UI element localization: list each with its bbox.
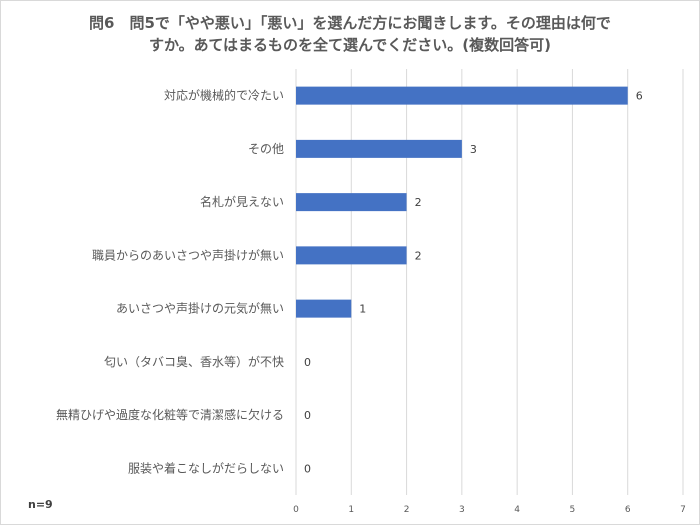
chart-title-line-1: 問6 問5で「やや悪い」「悪い」を選んだ方にお聞きします。その理由は何で xyxy=(89,14,611,32)
data-label: 1 xyxy=(359,303,366,316)
data-label: 2 xyxy=(415,196,422,209)
x-tick-label: 4 xyxy=(514,505,520,515)
data-label: 3 xyxy=(470,143,477,156)
data-label: 2 xyxy=(415,249,422,262)
category-label: 対応が機械的で冷たい xyxy=(164,88,284,103)
sample-size-note: n=9 xyxy=(28,498,53,511)
x-tick-label: 0 xyxy=(293,505,299,515)
x-tick-label: 6 xyxy=(625,505,631,515)
x-tick-label: 1 xyxy=(348,505,354,515)
data-label: 0 xyxy=(304,462,311,475)
x-tick-label: 7 xyxy=(680,505,686,515)
x-tick-label: 5 xyxy=(570,505,576,515)
chart-title-line-2: すか。あてはまるものを全て選んでください。(複数回答可) xyxy=(148,36,552,54)
category-label: 服装や着こなしがだらしない xyxy=(128,460,284,475)
category-label: 無精ひげや過度な化粧等で清潔感に欠ける xyxy=(56,407,284,422)
category-label: 名札が見えない xyxy=(200,194,284,209)
category-label: 職員からのあいさつや声掛けが無い xyxy=(92,247,284,262)
chart-title: 問6 問5で「やや悪い」「悪い」を選んだ方にお聞きします。その理由は何で すか。… xyxy=(40,12,660,56)
category-label: その他 xyxy=(248,142,284,156)
data-label: 0 xyxy=(304,409,311,422)
x-tick-label: 3 xyxy=(459,505,465,515)
bar xyxy=(296,246,407,265)
data-label: 0 xyxy=(304,356,311,369)
data-label: 6 xyxy=(636,90,643,103)
x-tick-label: 2 xyxy=(404,505,410,515)
bar xyxy=(296,139,462,158)
category-label: 匂い（タバコ臭、香水等）が不快 xyxy=(104,354,284,369)
bar xyxy=(296,86,628,105)
category-label: あいさつや声掛けの元気が無い xyxy=(116,301,284,316)
bar xyxy=(296,193,407,212)
bar xyxy=(296,299,352,318)
